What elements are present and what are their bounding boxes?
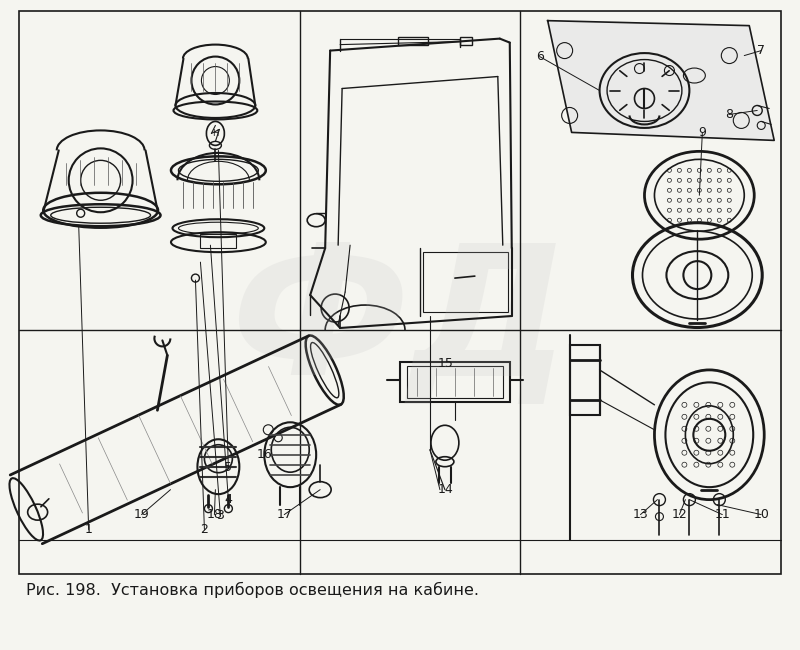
Text: 5: 5 [224, 462, 232, 474]
Text: 8: 8 [726, 108, 734, 121]
Text: 9: 9 [698, 126, 706, 139]
Text: 16: 16 [257, 448, 272, 461]
Text: 1: 1 [85, 523, 93, 536]
Bar [570, 345, 599, 415]
Polygon shape [548, 21, 774, 140]
Bar [407, 366, 502, 398]
Text: 11: 11 [714, 508, 730, 521]
Text: 2: 2 [201, 523, 208, 536]
Text: H: H [212, 129, 218, 138]
Text: 7: 7 [758, 44, 766, 57]
Text: 15: 15 [438, 358, 454, 370]
Text: 13: 13 [633, 508, 648, 521]
Bar [400, 362, 510, 402]
Bar [19, 10, 781, 575]
Text: Рис. 198.  Установка приборов освещения на кабине.: Рис. 198. Установка приборов освещения н… [26, 581, 479, 597]
Text: 18: 18 [206, 508, 222, 521]
Text: 19: 19 [134, 508, 150, 521]
Text: 4: 4 [225, 493, 232, 506]
Text: 14: 14 [438, 483, 454, 496]
Text: 17: 17 [276, 508, 292, 521]
Text: 6: 6 [536, 50, 544, 63]
Bar [201, 234, 236, 248]
Text: 10: 10 [754, 508, 769, 521]
Text: 12: 12 [671, 508, 687, 521]
Bar [398, 36, 428, 45]
Text: ФД: ФД [230, 237, 570, 413]
Text: 3: 3 [217, 509, 224, 522]
Bar [423, 252, 508, 312]
Bar [460, 36, 472, 45]
